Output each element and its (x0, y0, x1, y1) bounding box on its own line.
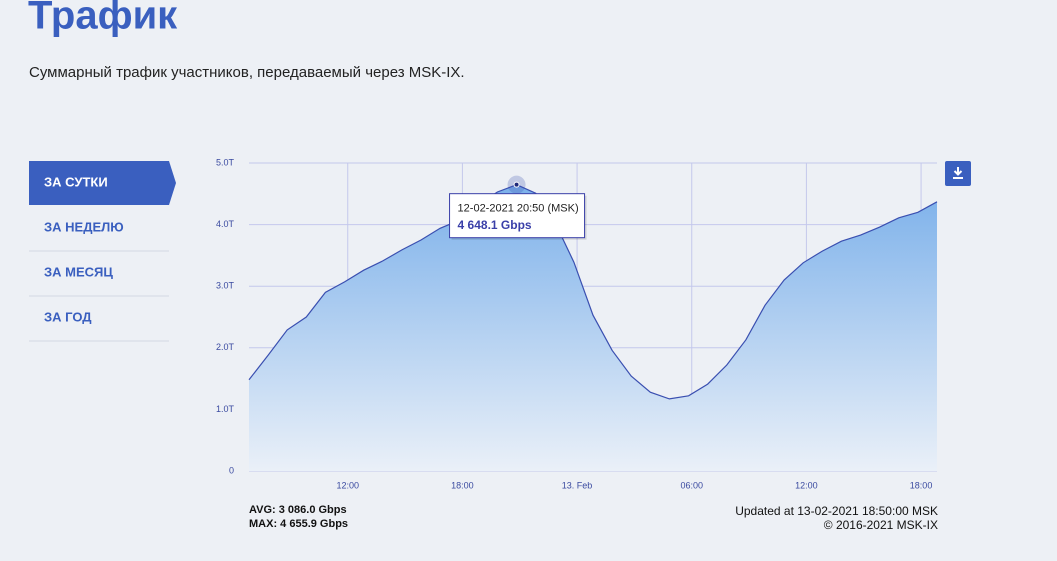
y-tick-label: 1.0T (216, 404, 235, 414)
x-tick-label: 13. Feb (562, 480, 593, 490)
x-tick-label: 12:00 (795, 480, 818, 490)
y-tick-label: 2.0T (216, 342, 235, 352)
page-title: Трафик (28, 0, 178, 38)
avg-stat: AVG: 3 086.0 Gbps (249, 504, 347, 516)
tooltip-box (449, 193, 586, 239)
y-tick-label: 5.0T (216, 157, 235, 167)
tab-label[interactable]: ЗА МЕСЯЦ (44, 264, 113, 279)
tooltip-value: 4 648.1 Gbps (458, 218, 532, 232)
area-line (248, 184, 938, 400)
tab-label[interactable]: ЗА НЕДЕЛЮ (44, 219, 124, 234)
updated-time: Updated at 13-02-2021 18:50:00 MSK (735, 504, 938, 518)
y-tick-label: 3.0T (216, 281, 235, 291)
y-tick-label: 4.0T (216, 219, 235, 229)
x-tick-label: 06:00 (680, 480, 703, 490)
tab-label[interactable]: ЗА СУТКИ (44, 174, 108, 189)
y-tick-label: 0 (229, 465, 234, 475)
tab-active-bg[interactable] (29, 161, 176, 205)
x-tick-label: 12:00 (336, 480, 359, 490)
copyright: © 2016-2021 MSK-IX (824, 518, 938, 532)
tab-label[interactable]: ЗА ГОД (44, 309, 92, 324)
x-tick-label: 18:00 (451, 480, 474, 490)
max-stat: MAX: 4 655.9 Gbps (249, 518, 348, 530)
hover-point (513, 181, 520, 188)
download-icon (953, 167, 963, 179)
tooltip-time: 12-02-2021 20:50 (MSK) (458, 203, 579, 215)
page-subtitle: Суммарный трафик участников, передаваемы… (29, 64, 465, 81)
area-fill (249, 184, 937, 471)
x-tick-label: 18:00 (910, 480, 933, 490)
